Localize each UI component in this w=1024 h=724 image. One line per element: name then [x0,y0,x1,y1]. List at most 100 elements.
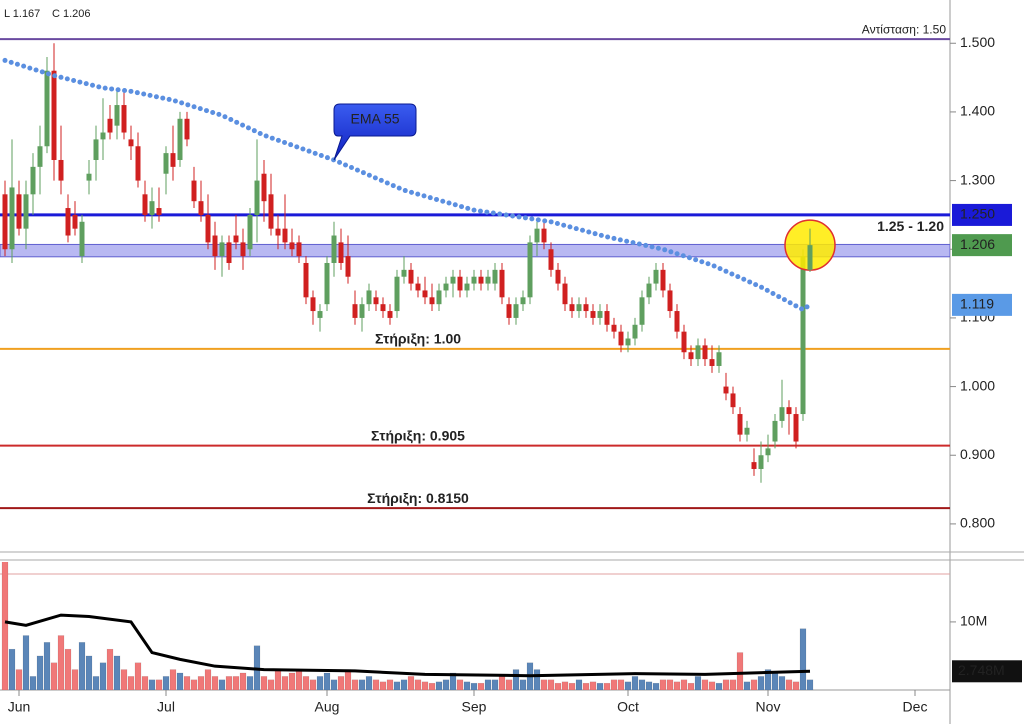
candle-body [534,228,540,243]
volume-bar [568,682,576,690]
candle-body [555,269,561,284]
volume-bar [694,676,702,690]
candle-body [513,304,519,318]
candle-body [226,242,232,263]
volume-bar [498,676,506,690]
candle-body [163,153,169,174]
x-tick-label: Oct [617,699,639,715]
volume-bar [50,662,58,690]
candle-body [639,297,645,325]
candle-body [191,180,197,202]
volume-bar [449,672,457,690]
volume-bar [428,682,436,690]
candle-body [667,290,673,312]
candle-body [303,262,309,298]
volume-bar [183,676,191,690]
candle-body [310,297,316,312]
candle-body [695,345,701,360]
candle-body [212,235,218,257]
candle-body [422,290,428,298]
candle-body [576,304,582,312]
volume-bar [722,679,730,690]
candle-body [569,304,575,312]
volume-bar [316,676,324,690]
volume-bar [421,681,429,690]
candle-body [415,283,421,291]
candle-body [688,352,694,360]
volume-last-marker [952,660,1022,683]
callout-label: EMA 55 [350,111,399,127]
candle-body [58,159,64,181]
price-panel [0,38,950,510]
candle-body [30,166,36,195]
candle-body [793,414,799,442]
volume-bar [246,676,254,690]
volume-bar [519,679,527,690]
zone-band [0,243,950,258]
candle-body [443,283,449,291]
candle-body [324,262,330,305]
volume-bar [792,681,800,690]
candle-body [135,146,141,181]
candle-body [492,269,498,284]
candle-body [296,242,302,257]
candle-body [604,311,610,325]
candle-body [254,180,260,215]
volume-bar [617,679,625,690]
volume-bar [561,681,569,690]
x-tick-label: Sep [462,699,487,715]
x-tick-label: Jul [157,699,175,715]
volume-bar [260,676,268,690]
candle-body [401,269,407,277]
volume-bar [715,682,723,690]
candle-body [100,132,106,140]
volume-bar [218,679,226,690]
level-label: Στήριξη: 1.00 [375,331,461,347]
volume-tick-label: 10M [960,613,987,629]
candle-body [709,359,715,366]
candle-body [618,331,624,346]
volume-bar [554,682,562,690]
info-close: C 1.206 [52,8,91,20]
volume-bar [169,669,177,690]
volume-bar [155,679,163,690]
volume-bar [22,635,30,690]
volume-bar [512,669,520,690]
candle-body [373,297,379,305]
volume-bar [708,681,716,690]
price-marker [952,203,1012,226]
volume-average [4,613,811,678]
candle-body [128,139,134,147]
volume-bar [134,662,142,690]
volume-bar [295,669,303,690]
volume-bar [344,669,352,690]
axes: 1.5001.4001.3001.2001.1001.0000.9000.800… [8,22,1022,715]
candle-body [758,455,764,469]
candle-body [681,331,687,353]
candle-body [751,462,757,469]
volume-bar [575,679,583,690]
candle-body [156,208,162,215]
candle-body [198,201,204,215]
candle-body [723,386,729,394]
candle-body [408,269,414,284]
volume-bar [309,679,317,690]
candle-body [772,420,778,442]
candle-body [23,194,29,229]
candle-body [380,304,386,312]
candle-body [219,242,225,257]
price-marker-label: 1.250 [960,206,995,222]
volume-bar [470,682,478,690]
candle-body [114,105,120,126]
price-marker-label: 1.119 [960,296,994,312]
candle-body [527,242,533,298]
candle-body [499,269,505,298]
candle-body [170,153,176,167]
volume-bar [379,681,387,690]
candle-body [359,304,365,318]
candle-body [149,201,155,215]
candle-body [51,70,57,160]
candle-body [16,194,22,229]
